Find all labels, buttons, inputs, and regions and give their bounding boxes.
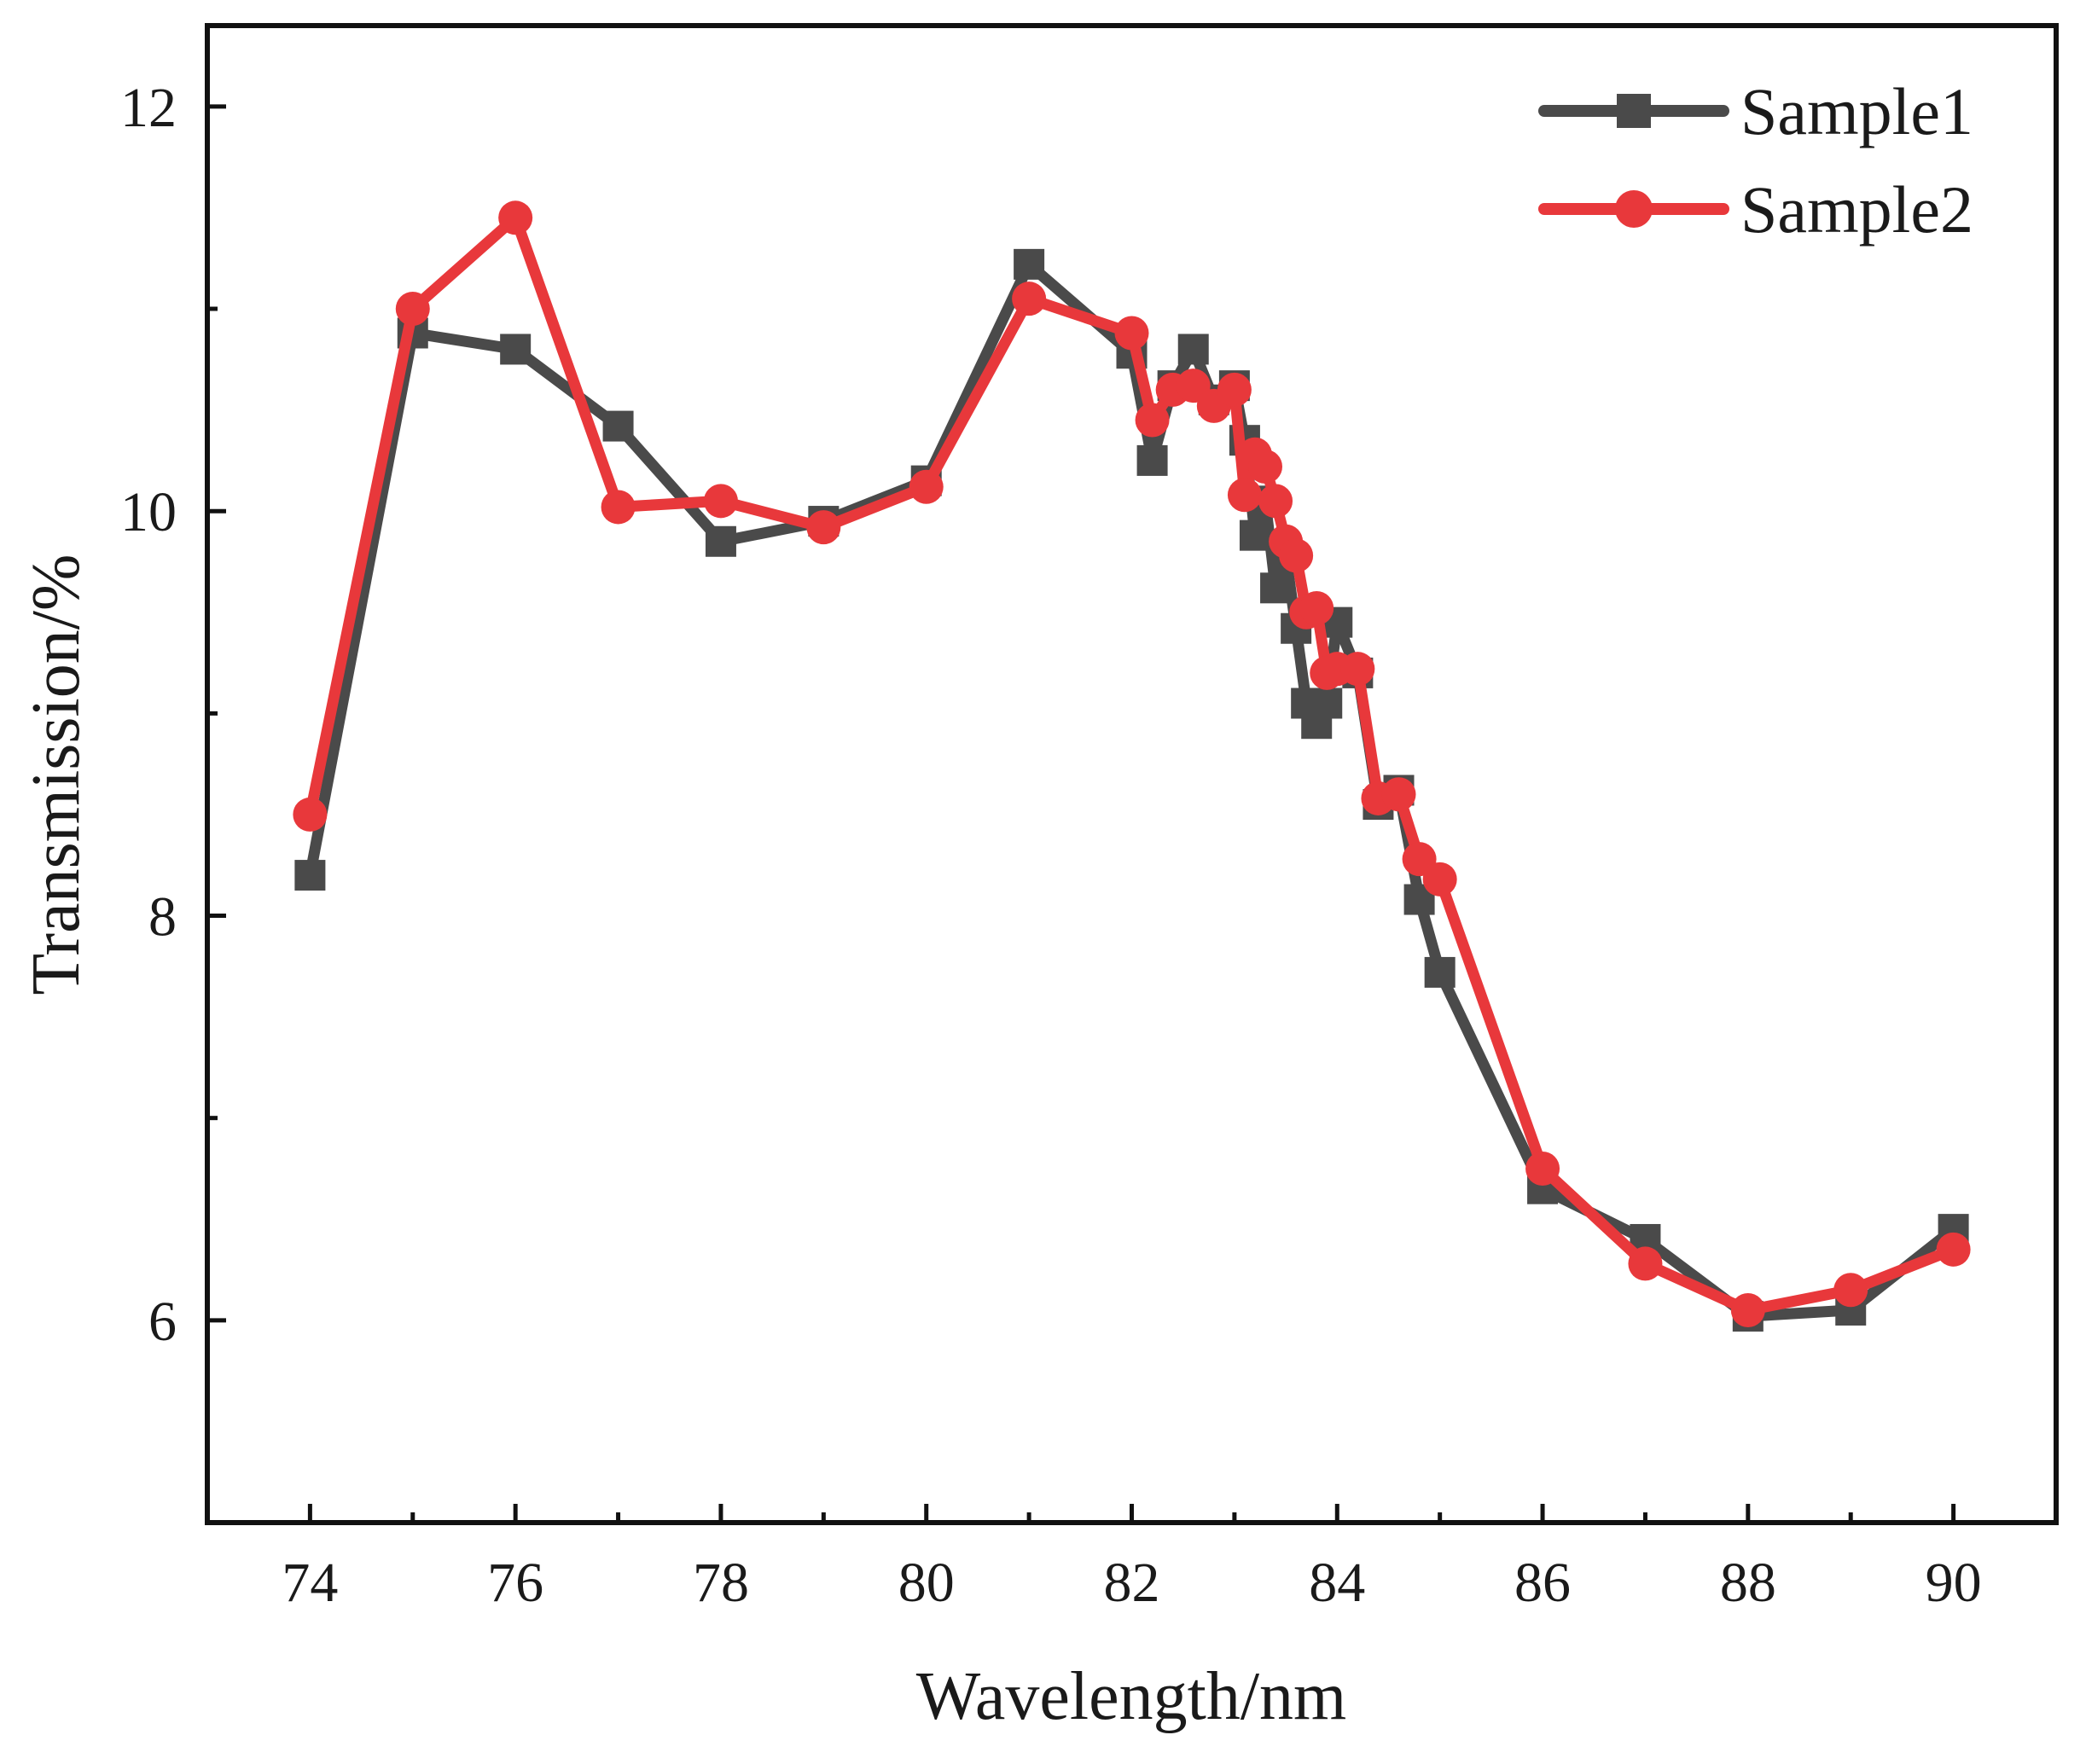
legend-label: Sample2 (1740, 172, 1973, 247)
tick-labels: 74 76 78 80 82 84 86 88 90 6 8 10 12 (120, 77, 1982, 1614)
data-point (1136, 444, 1168, 476)
data-point (1217, 372, 1252, 407)
data-point (909, 469, 944, 504)
x-tick-label: 78 (693, 1552, 749, 1614)
data-point (1525, 1151, 1560, 1186)
y-tick-label: 8 (148, 886, 177, 949)
data-point (1340, 652, 1375, 687)
x-tick-label: 82 (1104, 1552, 1160, 1614)
data-point (1279, 538, 1314, 573)
data-point (1422, 862, 1457, 897)
data-point (1258, 484, 1293, 519)
tick-marks (207, 104, 1956, 1523)
data-point (1730, 1292, 1765, 1327)
data-point (395, 292, 430, 327)
data-point (1381, 777, 1416, 812)
legend-label: Sample1 (1740, 74, 1973, 148)
data-point (1424, 956, 1456, 988)
plot-frame (205, 23, 2059, 1525)
data-point (500, 334, 532, 365)
data-point (1177, 334, 1209, 365)
data-point (1260, 572, 1292, 604)
legend-marker (1615, 190, 1653, 228)
data-point (602, 410, 634, 442)
data-point (1311, 688, 1343, 719)
data-point (1114, 316, 1149, 351)
legend-marker (1617, 94, 1651, 128)
x-axis-title: Wavelength/nm (916, 1659, 1347, 1734)
x-tick-label: 76 (487, 1552, 543, 1614)
x-tick-label: 86 (1514, 1552, 1571, 1614)
y-tick-label: 6 (148, 1291, 177, 1353)
data-point (1628, 1246, 1663, 1281)
data-point (1248, 450, 1283, 485)
data-point (1227, 478, 1262, 513)
data-point (1299, 591, 1334, 626)
data-point (705, 525, 736, 557)
y-tick-label: 12 (120, 77, 177, 139)
series-sample2 (293, 200, 1971, 1327)
y-axis-title: Transmission/% (19, 554, 94, 995)
series-layer (293, 200, 1971, 1332)
data-point (293, 797, 328, 832)
data-point (1833, 1273, 1868, 1308)
data-point (1135, 403, 1170, 438)
legend: Sample1 Sample2 (1538, 74, 1973, 247)
x-tick-label: 88 (1720, 1552, 1776, 1614)
x-tick-label: 90 (1926, 1552, 1982, 1614)
data-point (498, 200, 533, 235)
y-tick-label: 10 (120, 481, 177, 543)
data-point (1012, 281, 1047, 316)
data-point (1014, 248, 1045, 280)
data-point (703, 484, 738, 519)
data-point (601, 490, 636, 525)
x-tick-label: 80 (898, 1552, 955, 1614)
data-point (1239, 519, 1270, 551)
data-point (806, 510, 841, 545)
x-tick-label: 84 (1309, 1552, 1365, 1614)
data-point (294, 860, 326, 891)
data-point (1936, 1232, 1971, 1267)
x-tick-label: 74 (282, 1552, 338, 1614)
